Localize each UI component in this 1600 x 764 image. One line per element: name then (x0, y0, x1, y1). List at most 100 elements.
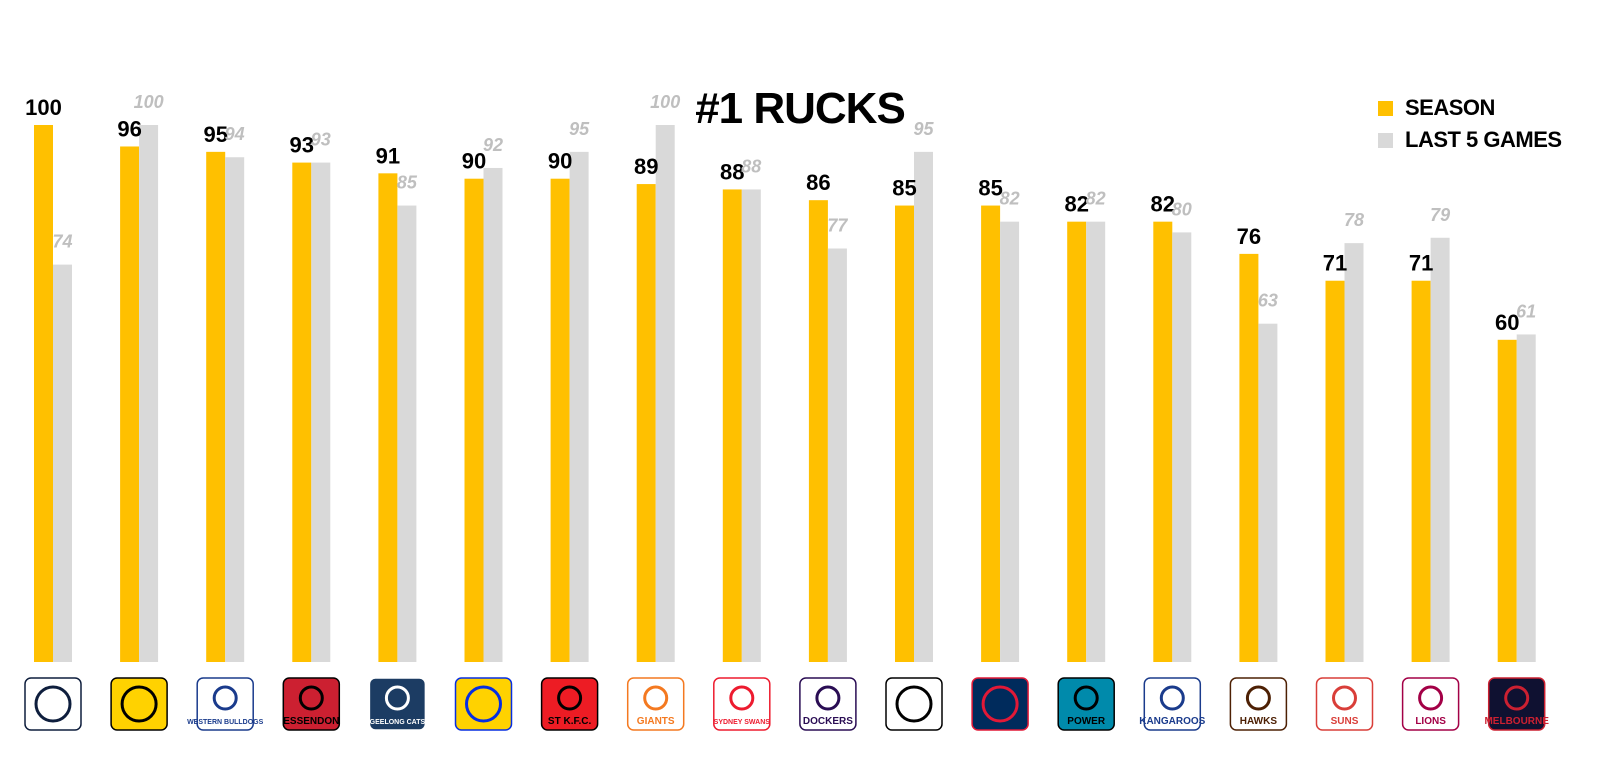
logo-emblem (1504, 685, 1530, 711)
data-label-last5: 80 (1172, 199, 1192, 219)
bar-last5 (655, 125, 675, 662)
bar-season (120, 146, 140, 663)
data-label-last5: 82 (1086, 189, 1106, 209)
gold-coast-suns-logo: SUNS (1315, 677, 1374, 731)
bar-season (550, 178, 570, 662)
logo-emblem (981, 685, 1019, 723)
bar-season (722, 189, 742, 662)
brisbane-lions-logo: LIONS (1401, 677, 1460, 731)
bar-season (1239, 253, 1259, 662)
bar-last5 (914, 151, 933, 662)
data-label-season: 93 (290, 133, 314, 158)
data-label-season: 86 (806, 170, 830, 195)
bar-last5 (741, 189, 761, 662)
bars-group (34, 125, 1536, 663)
logo-emblem (212, 685, 238, 711)
logo-wordmark: GIANTS (637, 716, 675, 727)
melbourne-logo: MELBOURNE (1484, 677, 1549, 731)
logo-badge (713, 677, 771, 731)
legend: SEASON LAST 5 GAMES (1378, 92, 1562, 156)
collingwood-logo (885, 677, 943, 731)
bar-last5 (397, 205, 417, 663)
logo-badge (1487, 677, 1546, 731)
data-label-season: 90 (548, 149, 572, 174)
gws-giants-logo: GIANTS (626, 677, 685, 731)
data-label-season: 90 (462, 149, 486, 174)
logo-wordmark: MELBOURNE (1484, 716, 1549, 727)
bar-last5 (225, 157, 245, 662)
logo-wordmark: SUNS (1331, 716, 1359, 727)
logo-badge (1315, 677, 1374, 731)
logo-wordmark: LIONS (1415, 716, 1446, 727)
bar-last5 (827, 248, 847, 662)
data-label-season: 85 (978, 176, 1002, 201)
logo-wordmark: POWER (1067, 716, 1106, 727)
logo-badge (196, 677, 254, 731)
data-label-season: 60 (1495, 310, 1519, 335)
legend-item-last5: LAST 5 GAMES (1378, 124, 1562, 156)
data-label-last5: 85 (397, 173, 418, 193)
legend-item-season: SEASON (1378, 92, 1562, 124)
logo-emblem (729, 685, 755, 711)
data-label-season: 96 (117, 116, 141, 141)
data-label-season: 82 (1064, 192, 1088, 217)
logo-emblem (1159, 685, 1185, 711)
carlton-logo (24, 677, 82, 731)
port-adelaide-logo: POWER (1057, 677, 1115, 731)
logo-badge (24, 677, 82, 731)
data-label-season: 85 (892, 176, 916, 201)
fremantle-dockers-logo: DOCKERS (799, 677, 857, 731)
data-label-last5: 94 (225, 124, 245, 144)
logo-emblem (1245, 685, 1271, 711)
bar-season (206, 151, 226, 662)
data-label-season: 82 (1151, 192, 1175, 217)
data-label-last5: 82 (1000, 189, 1020, 209)
essendon-logo: ESSENDON (282, 677, 341, 731)
logo-badge (282, 677, 341, 731)
data-label-season: 89 (634, 154, 658, 179)
data-label-last5: 88 (741, 156, 761, 176)
legend-swatch-last5 (1378, 132, 1393, 148)
logo-badge (1401, 677, 1460, 731)
data-label-last5: 95 (913, 119, 934, 139)
logo-wordmark: KANGAROOS (1139, 716, 1205, 727)
sydney-swans-logo: SYDNEY SWANS (713, 677, 771, 731)
data-label-last5: 100 (134, 92, 164, 112)
bar-season (981, 205, 1001, 663)
bar-last5 (1516, 334, 1536, 662)
data-label-season: 71 (1323, 251, 1347, 276)
logo-badge (1143, 677, 1202, 731)
logo-badge (799, 677, 857, 731)
north-melbourne-logo: KANGAROOS (1139, 677, 1206, 731)
st-kilda-logo: ST K.F.C. (540, 677, 599, 731)
logo-emblem (34, 685, 72, 723)
logo-badge (110, 677, 168, 731)
logo-wordmark: ESSENDON (283, 716, 339, 727)
bar-last5 (483, 167, 503, 662)
logo-wordmark: SYDNEY SWANS (714, 719, 771, 726)
data-label-season: 71 (1409, 251, 1433, 276)
data-label-season: 91 (376, 143, 400, 168)
data-label-last5: 92 (483, 135, 503, 155)
bar-season (1325, 280, 1345, 662)
hawthorn-hawks-logo: HAWKS (1229, 677, 1288, 731)
logo-badge (1229, 677, 1288, 731)
bar-season (1067, 221, 1087, 662)
logo-emblem (1418, 685, 1444, 711)
data-label-last5: 74 (52, 232, 72, 252)
bar-season (1153, 221, 1173, 662)
bar-last5 (1344, 243, 1364, 662)
logo-emblem (815, 685, 841, 711)
data-label-last5: 63 (1258, 291, 1278, 311)
logo-badge (368, 677, 427, 731)
data-label-last5: 78 (1344, 210, 1364, 230)
logo-emblem (465, 685, 502, 723)
data-label-last5: 79 (1430, 205, 1450, 225)
logo-badge (971, 677, 1029, 731)
legend-swatch-season (1378, 100, 1393, 116)
bar-season (464, 178, 484, 662)
richmond-tiger-logo (110, 677, 168, 731)
bar-season (1497, 339, 1517, 662)
logo-emblem (120, 685, 158, 723)
